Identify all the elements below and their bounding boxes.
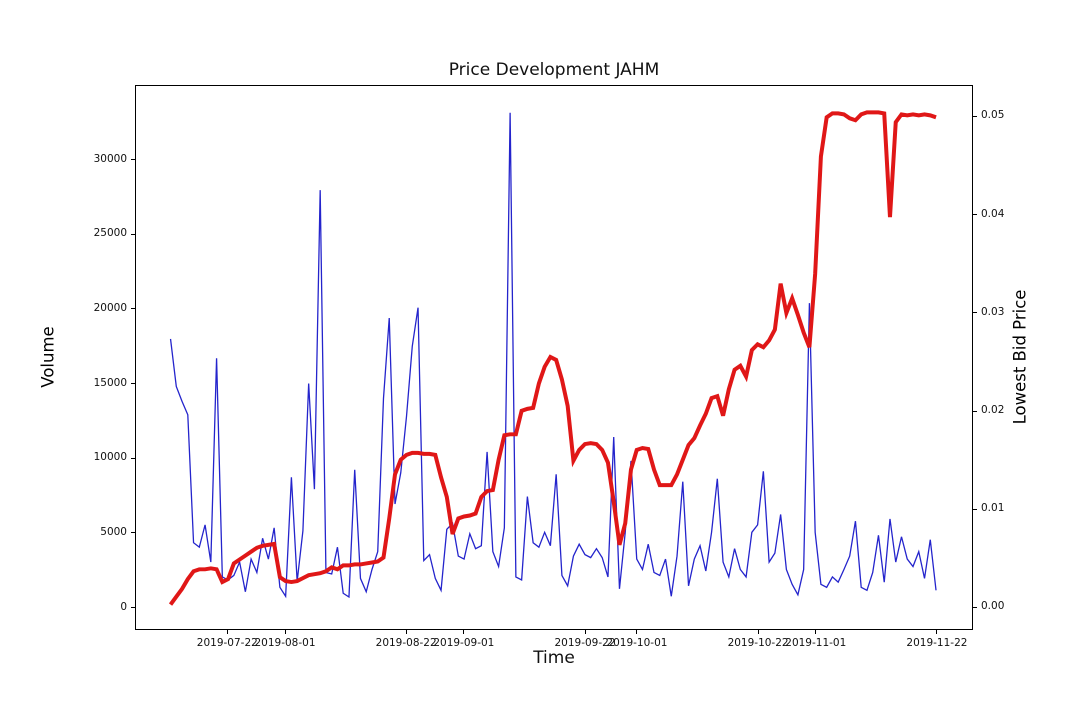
- y-tick-mark: [131, 383, 135, 385]
- x-tick-mark: [584, 630, 586, 634]
- x-tick-label: 2019-11-22: [906, 637, 968, 649]
- x-tick-label: 2019-08-01: [254, 637, 316, 649]
- x-tick-label: 2019-10-01: [606, 637, 668, 649]
- plot-area: [135, 85, 973, 630]
- x-tick-mark: [405, 630, 407, 634]
- y-tick-label: 10000: [93, 451, 127, 464]
- y-tick-mark: [131, 159, 135, 161]
- x-tick-mark: [757, 630, 759, 634]
- x-tick-label: 2019-10-22: [727, 637, 789, 649]
- y-tick-label: 5000: [100, 525, 127, 538]
- y2-tick-mark: [973, 115, 977, 117]
- y2-tick-mark: [973, 312, 977, 314]
- x-tick-mark: [463, 630, 465, 634]
- x-tick-label: 2019-11-01: [785, 637, 847, 649]
- y-tick-label: 20000: [93, 301, 127, 314]
- x-tick-mark: [226, 630, 228, 634]
- y2-tick-label: 0.01: [981, 502, 1005, 515]
- y-tick-mark: [131, 233, 135, 235]
- y2-tick-label: 0.05: [981, 109, 1005, 122]
- y2-tick-label: 0.04: [981, 207, 1005, 220]
- x-tick-label: 2019-09-22: [554, 637, 616, 649]
- y2-tick-mark: [973, 214, 977, 216]
- x-tick-mark: [284, 630, 286, 634]
- y-tick-label: 0: [120, 600, 127, 613]
- x-tick-label: 2019-09-01: [433, 637, 495, 649]
- y2-tick-label: 0.02: [981, 404, 1005, 417]
- y2-tick-label: 0.03: [981, 305, 1005, 318]
- y-tick-mark: [131, 457, 135, 459]
- y-tick-label: 30000: [93, 152, 127, 165]
- x-tick-label: 2019-08-22: [375, 637, 437, 649]
- x-tick-label: 2019-07-22: [196, 637, 258, 649]
- price-line: [168, 110, 937, 606]
- x-tick-mark: [815, 630, 817, 634]
- chart-canvas: [168, 110, 937, 606]
- x-tick-mark: [936, 630, 938, 634]
- y-tick-mark: [131, 607, 135, 609]
- y-tick-label: 15000: [93, 376, 127, 389]
- y2-tick-mark: [973, 508, 977, 510]
- y2-tick-label: 0.00: [981, 600, 1005, 613]
- y2-tick-mark: [973, 606, 977, 608]
- y-tick-mark: [131, 532, 135, 534]
- y-tick-mark: [131, 308, 135, 310]
- x-axis-label: Time: [533, 648, 575, 668]
- chart-title: Price Development JAHM: [448, 60, 660, 80]
- y-tick-label: 25000: [93, 227, 127, 240]
- y2-tick-mark: [973, 410, 977, 412]
- x-tick-mark: [636, 630, 638, 634]
